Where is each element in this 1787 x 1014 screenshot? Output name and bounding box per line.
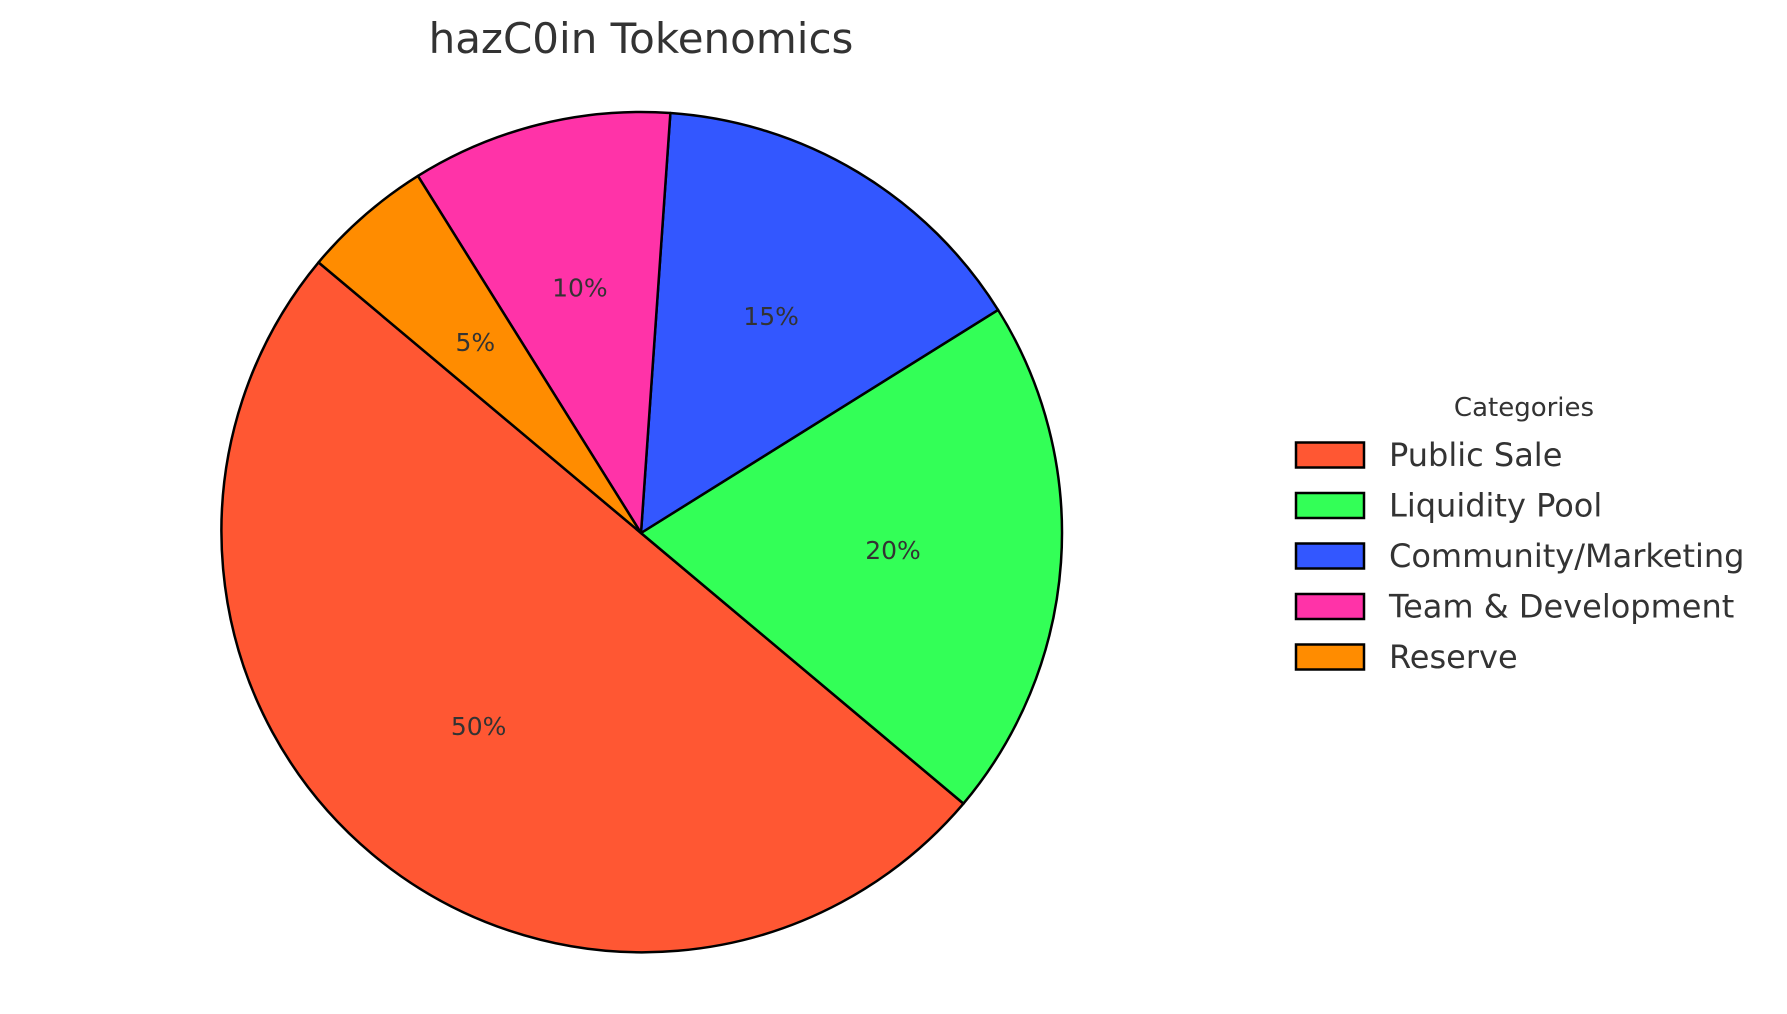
chart-title: hazC0in Tokenomics (429, 14, 854, 63)
pie-slice-public-sale (220, 261, 965, 954)
legend-label-public-sale: Public Sale (1389, 436, 1562, 474)
pct-label-liquidity-pool: 20% (865, 536, 921, 565)
legend-label-team-development: Team & Development (1388, 588, 1734, 626)
legend-swatch-public-sale (1294, 441, 1366, 469)
pie-slice-team-development (416, 110, 672, 535)
legend-label-reserve: Reserve (1389, 638, 1518, 676)
legend-label-liquidity-pool: Liquidity Pool (1389, 487, 1602, 525)
pct-label-community-marketing: 15% (743, 302, 799, 331)
legend-title: Categories (1454, 393, 1594, 423)
legend-swatch-reserve (1294, 643, 1366, 671)
legend-swatch-team-development (1294, 592, 1366, 621)
legend-swatch-liquidity-pool (1294, 491, 1366, 520)
legend: Categories Public Sale Liquidity Pool Comm… (1294, 393, 1744, 676)
legend-label-community-marketing: Community/Marketing (1389, 537, 1744, 575)
legend-swatch-community-marketing (1294, 542, 1366, 570)
pie-slice-reserve (317, 174, 643, 535)
percentage-labels: 50% 20% 15% 10% 5% (451, 273, 921, 741)
pct-label-public-sale: 50% (451, 712, 507, 741)
pie-slice-community-marketing (639, 111, 1000, 535)
pct-label-team-development: 10% (552, 273, 608, 302)
pct-label-reserve: 5% (455, 328, 495, 357)
pie-slice-liquidity-pool (639, 308, 1064, 805)
pie-slices (220, 110, 1064, 954)
